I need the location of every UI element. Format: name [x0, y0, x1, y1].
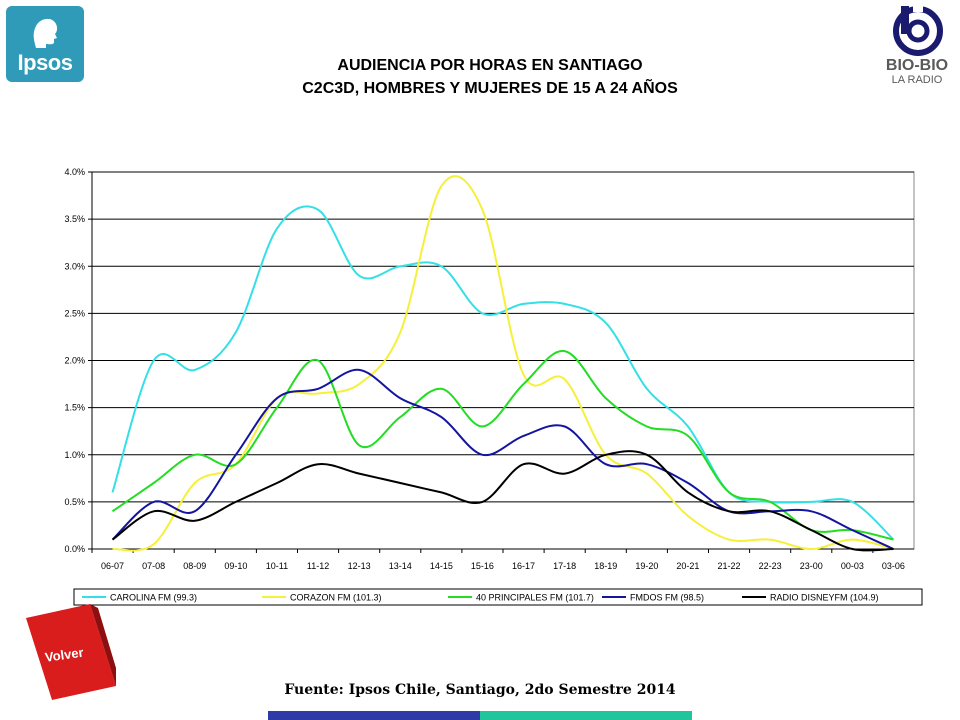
x-tick-label: 22-23 — [759, 561, 782, 571]
footer-bar-green — [480, 711, 692, 720]
chart-legend: CAROLINA FM (99.3) CORAZON FM (101.3) 40 P… — [73, 588, 923, 606]
chart-title-line1: AUDIENCIA POR HORAS EN SANTIAGO — [337, 57, 643, 74]
y-tick-label: 3.0% — [64, 261, 85, 271]
x-axis: 06-07 07-08 08-09 09-10 10-11 11-12 12-13 13-14… — [91, 548, 914, 571]
series-line-1 — [111, 205, 895, 541]
y-tick-label: 0.5% — [64, 497, 85, 507]
x-tick-label: 20-21 — [676, 561, 699, 571]
ipsos-logo-text: Ipsos — [17, 50, 73, 75]
legend-label: CORAZON FM (101.3) — [290, 593, 382, 603]
x-tick-label: 23-00 — [800, 561, 823, 571]
biobio-mark-icon — [893, 4, 943, 56]
back-button-shape[interactable] — [26, 604, 116, 700]
y-tick-label: 0.0% — [64, 544, 85, 554]
biobio-logo: BIO-BIO LA RADIO — [882, 4, 952, 100]
legend-box — [73, 588, 923, 606]
x-tick-label: 12-13 — [348, 561, 371, 571]
footer-bar-blue — [268, 711, 480, 720]
chart-grid — [91, 171, 915, 550]
series-line-5 — [111, 450, 894, 552]
legend-label: CAROLINA FM (99.3) — [110, 593, 197, 603]
y-tick-label: 2.5% — [64, 308, 85, 318]
legend-label: 40 PRINCIPALES FM (101.7) — [476, 593, 594, 603]
ipsos-head-icon — [33, 18, 58, 48]
y-tick-label: 2.0% — [64, 356, 85, 366]
x-tick-label: 00-03 — [841, 561, 864, 571]
biobio-logo-sub: LA RADIO — [891, 74, 943, 86]
x-tick-label: 17-18 — [553, 561, 576, 571]
source-note: Fuente: Ipsos Chile, Santiago, 2do Semes… — [284, 682, 676, 698]
x-tick-label: 09-10 — [224, 561, 247, 571]
chart-series — [111, 175, 895, 552]
x-tick-label: 06-07 — [101, 561, 124, 571]
legend-label: FMDOS FM (98.5) — [630, 593, 704, 603]
x-tick-label: 14-15 — [430, 561, 453, 571]
x-tick-label: 10-11 — [266, 561, 288, 571]
x-tick-label: 16-17 — [512, 561, 535, 571]
y-tick-label: 3.5% — [64, 214, 85, 224]
back-button[interactable] — [26, 604, 116, 700]
x-tick-label: 19-20 — [635, 561, 658, 571]
series-line-2 — [112, 175, 894, 552]
y-tick-label: 1.0% — [64, 450, 85, 460]
y-axis: 0.0% 0.5% 1.0% 1.5% 2.0% 2.5% 3.0% 3.5% 4.0% — [64, 167, 93, 554]
y-tick-label: 1.5% — [64, 403, 85, 413]
ipsos-logo: Ipsos — [6, 6, 84, 82]
chart-title-line2: C2C3D, HOMBRES Y MUJERES DE 15 A 24 AÑOS — [302, 80, 678, 97]
x-tick-label: 08-09 — [183, 561, 206, 571]
legend-label: RADIO DISNEYFM (104.9) — [770, 593, 879, 603]
x-tick-label: 11-12 — [307, 561, 329, 571]
y-tick-label: 4.0% — [64, 167, 85, 177]
x-tick-label: 13-14 — [389, 561, 412, 571]
biobio-logo-name: BIO-BIO — [885, 57, 949, 74]
x-tick-label: 07-08 — [142, 561, 165, 571]
x-tick-label: 15-16 — [471, 561, 494, 571]
x-tick-label: 18-19 — [594, 561, 617, 571]
x-tick-label: 21-22 — [718, 561, 741, 571]
back-button-shadow — [90, 604, 116, 686]
x-tick-label: 03-06 — [882, 561, 905, 571]
series-line-3 — [111, 350, 894, 541]
